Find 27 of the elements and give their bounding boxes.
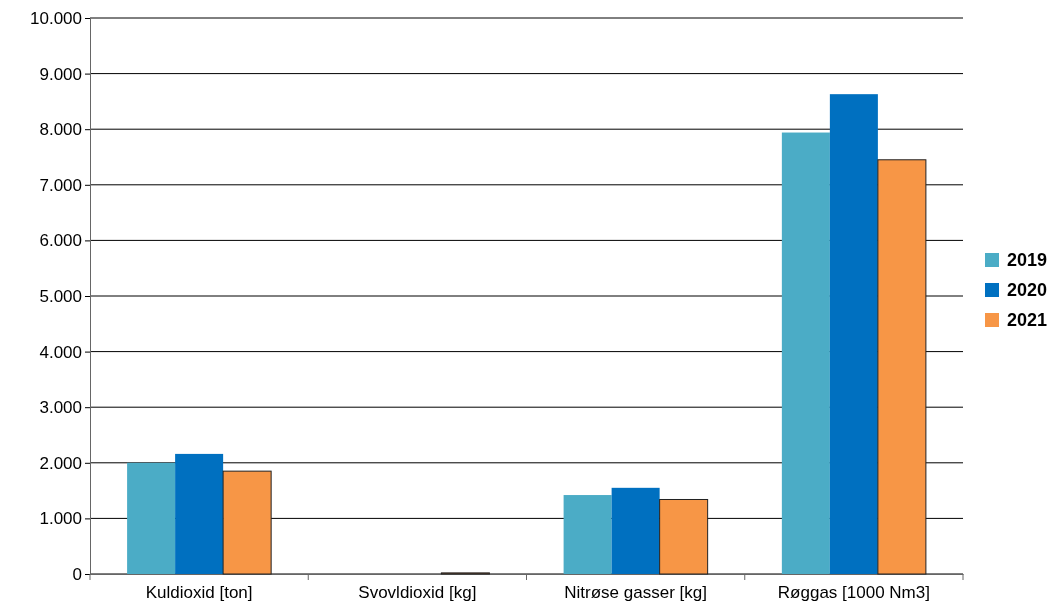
legend-label: 2020 xyxy=(1007,280,1048,301)
y-tick-label: 4.000 xyxy=(39,342,82,362)
y-tick-label: 7.000 xyxy=(39,175,82,195)
y-tick-label: 0 xyxy=(72,564,82,584)
bar xyxy=(175,453,224,574)
legend-label: 2021 xyxy=(1007,310,1048,331)
x-tick-label: Røggas [1000 Nm3] xyxy=(777,583,930,603)
y-tick-label: 5.000 xyxy=(39,286,82,306)
bar xyxy=(611,487,660,574)
x-tick-label: Svovldioxid [kg] xyxy=(358,583,477,603)
bar xyxy=(781,132,830,574)
y-tick-label: 1.000 xyxy=(39,509,82,529)
bar xyxy=(127,462,176,574)
y-tick-label: 6.000 xyxy=(39,231,82,251)
bar xyxy=(659,499,709,575)
legend-label: 2019 xyxy=(1007,250,1048,271)
y-tick-label: 9.000 xyxy=(39,64,82,84)
y-tick-label: 10.000 xyxy=(30,8,82,28)
bar xyxy=(563,495,612,574)
y-tick-label: 8.000 xyxy=(39,120,82,140)
bar xyxy=(877,159,927,575)
y-tick-label: 2.000 xyxy=(39,453,82,473)
x-tick-label: Kuldioxid [ton] xyxy=(145,583,253,603)
y-tick-label: 3.000 xyxy=(39,398,82,418)
bar xyxy=(829,94,878,574)
x-tick-label: Nitrøse gasser [kg] xyxy=(564,583,707,603)
bar xyxy=(222,470,272,575)
